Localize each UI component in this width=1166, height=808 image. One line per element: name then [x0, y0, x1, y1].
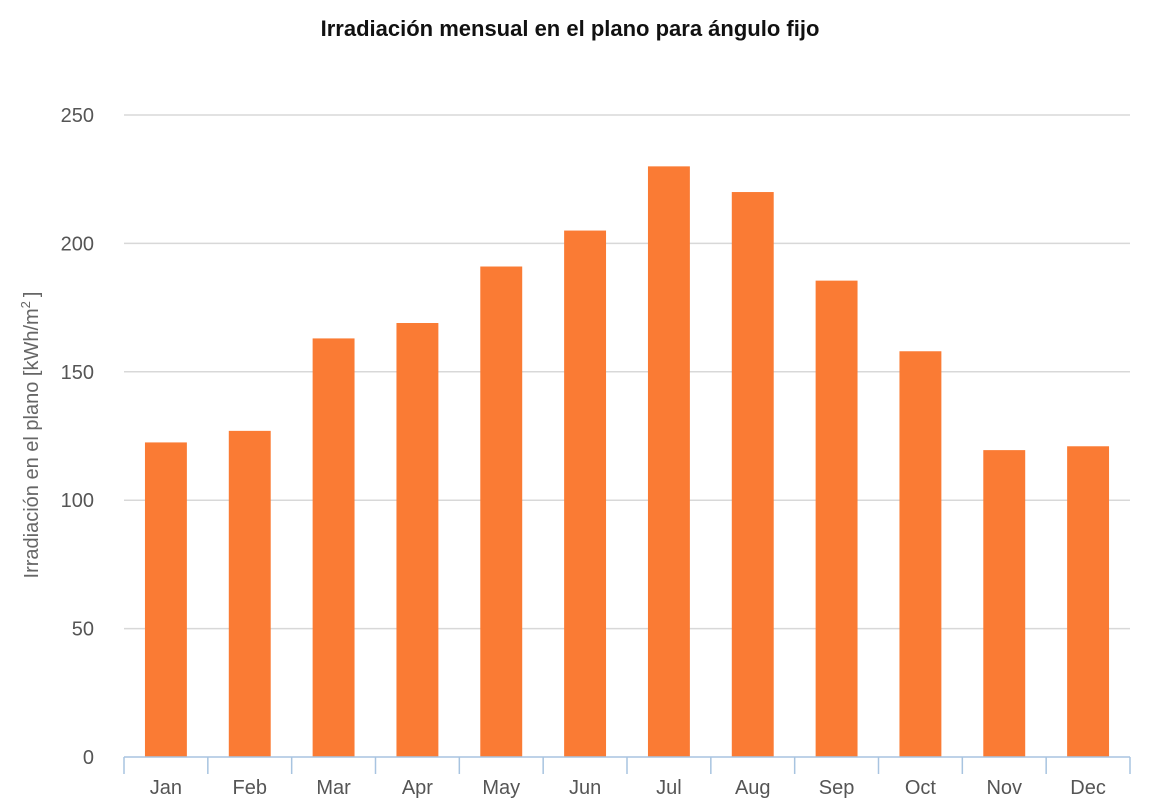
bar-may[interactable] [480, 266, 523, 757]
x-tick-label: Apr [402, 777, 433, 799]
x-tick-label: Nov [986, 777, 1022, 799]
bar-jul[interactable] [647, 166, 690, 758]
chart-title: Irradiación mensual en el plano para áng… [321, 16, 820, 41]
y-tick-label: 0 [83, 747, 94, 769]
bar-oct[interactable] [899, 351, 942, 757]
bar-jan[interactable] [144, 442, 187, 757]
y-axis-tick-labels: 0 50 100 150 200 250 [61, 105, 94, 769]
bar-mar[interactable] [312, 338, 355, 757]
x-tick-label: Oct [905, 777, 937, 799]
x-tick-label: Jul [656, 777, 682, 799]
x-tick-label: Jan [150, 777, 182, 799]
y-tick-label: 150 [61, 362, 94, 384]
x-tick-label: May [482, 777, 520, 799]
bars [144, 166, 1110, 758]
y-axis-title-suffix: ] [21, 292, 43, 298]
y-tick-label: 200 [61, 233, 94, 255]
x-tick-label: Dec [1070, 777, 1106, 799]
y-axis-title: Irradiación en el plano [kWh/m2] [18, 292, 43, 579]
bar-nov[interactable] [983, 450, 1026, 757]
x-tick-label: Feb [233, 777, 267, 799]
y-axis-title-main: Irradiación en el plano [kWh/m [21, 308, 43, 578]
x-axis [123, 756, 1131, 774]
bar-aug[interactable] [731, 192, 774, 758]
bar-sep[interactable] [815, 280, 858, 757]
x-tick-label: Sep [819, 777, 855, 799]
x-tick-label: Mar [316, 777, 351, 799]
bar-jun[interactable] [564, 230, 607, 757]
bar-dec[interactable] [1067, 446, 1110, 757]
y-tick-label: 100 [61, 490, 94, 512]
y-tick-label: 250 [61, 105, 94, 127]
bar-apr[interactable] [396, 323, 439, 757]
bar-feb[interactable] [228, 430, 271, 757]
y-axis-title-superscript: 2 [18, 301, 33, 308]
grid-lines [124, 114, 1130, 630]
y-tick-label: 50 [72, 619, 94, 641]
x-tick-label: Jun [569, 777, 601, 799]
x-tick-label: Aug [735, 777, 771, 799]
x-axis-tick-labels: Jan Feb Mar Apr May Jun Jul Aug Sep Oct Nov Dec [150, 777, 1106, 799]
